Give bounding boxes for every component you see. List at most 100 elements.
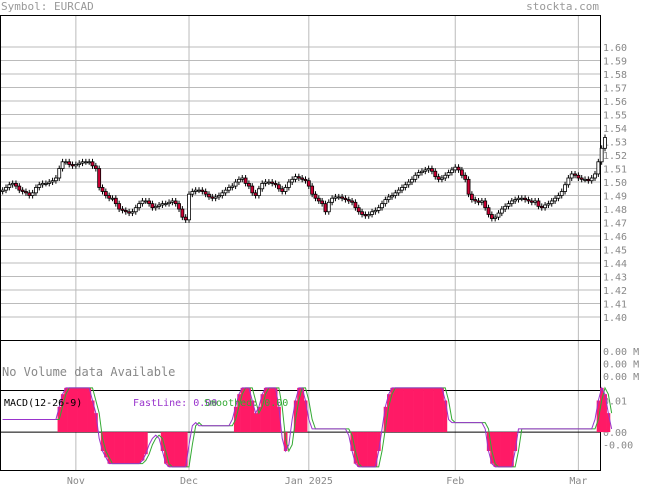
candle-body	[283, 187, 288, 192]
candle-body	[596, 161, 601, 175]
site-label[interactable]: stockta.com	[526, 0, 599, 13]
candle-body	[440, 177, 444, 180]
macd-histogram-bar	[267, 387, 271, 433]
candle-body	[423, 169, 428, 172]
candle-body	[250, 185, 255, 194]
candle-body	[420, 170, 424, 174]
frame-layer: 1.60 1.59 1.58 1.57 1.56 1.55 1.54 1.53 1.52 1.51…	[0, 15, 639, 486]
candle-body	[473, 199, 478, 202]
candle-body	[237, 178, 241, 183]
macd-histogram-bar	[144, 432, 148, 455]
candle-body	[240, 177, 245, 180]
candle-body	[200, 189, 205, 192]
candle-body	[276, 184, 281, 190]
macd-histogram-bar	[436, 387, 441, 433]
price-tick-label: 1.43	[603, 273, 627, 284]
candle-body	[270, 181, 275, 184]
candle-body	[489, 214, 494, 219]
macd-histogram-bar	[70, 387, 75, 433]
macd-histogram-bar	[506, 432, 511, 467]
price-tick-label: 1.50	[603, 178, 627, 189]
candle-body	[603, 137, 607, 149]
candle-body	[87, 161, 92, 164]
candle-body	[137, 203, 142, 209]
candle-body	[566, 177, 571, 186]
x-tick-label: Feb	[446, 476, 464, 486]
candle-body	[466, 178, 471, 195]
macd-histogram-bar	[177, 432, 181, 467]
candle-body	[589, 177, 594, 182]
candle-body	[343, 197, 348, 200]
candle-body	[313, 193, 318, 199]
candle-body	[90, 161, 95, 167]
price-tick-label: 1.52	[603, 151, 627, 162]
candle-body	[293, 176, 298, 180]
macd-histogram-bar	[600, 387, 604, 433]
candle-body	[160, 203, 165, 206]
candle-body	[396, 189, 401, 194]
price-tick-label: 1.53	[603, 138, 627, 149]
candle-body	[150, 203, 155, 209]
candle-body	[433, 170, 438, 178]
macd-histogram-bar	[403, 387, 408, 433]
macd-histogram-bar	[513, 432, 518, 452]
candle-body	[187, 193, 191, 221]
candle-body	[70, 164, 75, 167]
macd-histogram-bar	[297, 387, 301, 433]
candle-body	[353, 201, 358, 209]
candle-body	[403, 184, 408, 188]
macd-histogram-bar	[440, 387, 444, 433]
candle-body	[80, 161, 85, 164]
candle-body	[546, 203, 551, 206]
candle-body	[413, 174, 418, 180]
candle-body	[133, 207, 138, 213]
candle-body	[93, 165, 98, 169]
candle-body	[233, 181, 238, 187]
macd-histogram-bar	[273, 387, 278, 433]
volume-tick-label: 0.00 M	[603, 347, 639, 358]
price-tick-label: 1.41	[603, 300, 627, 311]
candle-body	[556, 195, 561, 199]
candle-body	[44, 182, 48, 185]
candle-body	[393, 192, 398, 196]
candle-body	[286, 181, 291, 188]
macd-histogram-bar	[390, 387, 394, 433]
macd-histogram-bar	[64, 387, 68, 433]
candle-body	[197, 189, 201, 192]
macd-histogram-bar	[420, 387, 424, 433]
candle-body	[30, 192, 35, 196]
candle-body	[63, 161, 68, 164]
candle-body	[386, 196, 391, 200]
price-tick-label: 1.47	[603, 219, 627, 230]
candle-body	[223, 189, 228, 194]
macd-histogram-bar	[257, 406, 261, 433]
macd-histogram-bar	[134, 432, 138, 464]
macd-histogram-bar	[363, 432, 368, 467]
candle-body	[513, 199, 518, 202]
candle-body	[563, 184, 567, 192]
macd-histogram-bar	[237, 394, 241, 433]
candle-body	[553, 197, 557, 202]
macd-fast-line	[2, 386, 613, 468]
candle-body	[97, 168, 102, 188]
candle-body	[333, 196, 338, 199]
candle-body	[599, 147, 604, 163]
candle-body	[140, 200, 145, 205]
price-tick-label: 1.48	[603, 205, 627, 216]
macd-histogram-bar	[140, 432, 145, 461]
candle-body	[523, 197, 528, 200]
candle-body	[390, 195, 394, 198]
macd-histogram-bar	[130, 432, 135, 464]
candle-body	[263, 181, 268, 184]
candle-body	[73, 164, 78, 167]
candle-body	[380, 203, 384, 209]
candle-body	[180, 208, 185, 218]
candle-body	[0, 189, 5, 192]
macd-histogram-bar	[110, 432, 115, 464]
price-tick-label: 1.42	[603, 286, 627, 297]
macd-tick-label: -0.00	[603, 441, 633, 452]
candle-body	[326, 201, 331, 213]
candle-body	[306, 180, 311, 187]
candle-body	[446, 172, 451, 176]
macd-histogram-bar	[67, 387, 72, 433]
